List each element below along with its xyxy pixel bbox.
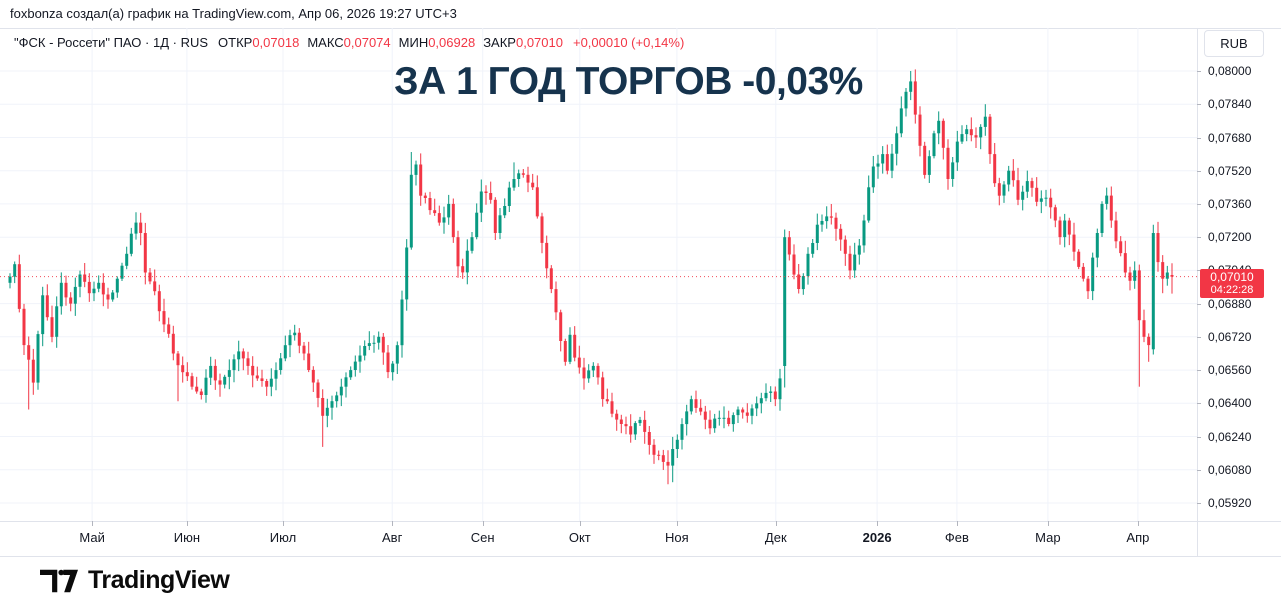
low-label: МИН [398,35,429,50]
time-tick-mark [1047,521,1049,526]
price-tick-label: 0,06880 [1208,296,1252,311]
price-tick-mark [1197,137,1201,139]
time-axis-label: Май [79,530,105,545]
time-tick-mark [877,521,879,526]
price-tick-label: 0,07360 [1208,196,1252,211]
time-axis-divider [0,521,1281,522]
time-tick-mark [579,521,581,526]
chart-legend[interactable]: "ФСК - Россети" ПАО · 1Д · RUS ОТКР0,070… [14,35,684,50]
time-axis-label: Сен [470,530,495,545]
price-tick-label: 0,06720 [1208,329,1252,344]
price-tick-label: 0,07840 [1208,97,1252,112]
tradingview-logo-text: TradingView [88,566,230,594]
open-label: ОТКР [218,35,253,50]
tradingview-logo[interactable]: TradingView [40,566,230,595]
price-tick-mark [1197,469,1201,471]
price-tick-mark [1197,104,1201,106]
price-tick-label: 0,07200 [1208,230,1252,245]
price-tick-mark [1197,203,1201,205]
open-value: 0,07018 [252,35,300,50]
time-tick-mark [775,521,777,526]
time-tick-mark [392,521,394,526]
price-tick-label: 0,06400 [1208,396,1252,411]
last-price-value: 0,07010 [1210,269,1254,284]
price-tick-mark [1197,237,1201,239]
close-label: ЗАКР [483,35,516,50]
time-tick-mark [92,521,94,526]
top-divider [0,28,1281,29]
time-axis-label: Ноя [665,530,689,545]
time-tick-mark [956,521,958,526]
last-price-badge: 0,07010 04:22:28 [1200,268,1264,298]
time-axis-label: Фев [944,530,969,545]
price-tick-label: 0,06240 [1208,429,1252,444]
price-axis[interactable]: RUB 0,07010 04:22:28 0,08000 0,07840 0,076… [1197,28,1281,556]
price-tick-label: 0,06080 [1208,462,1252,477]
price-axis-divider [1197,28,1198,556]
price-tick-mark [1197,270,1201,272]
price-tick-label: 0,07520 [1208,163,1252,178]
price-tick-mark [1197,336,1201,338]
price-tick-mark [1197,71,1201,72]
change-value: +0,00010 (+0,14%) [572,35,685,50]
time-tick-mark [283,521,284,526]
tradingview-logo-icon [40,569,78,592]
time-tick-mark [1137,521,1139,526]
candlestick-plot[interactable] [0,28,1197,521]
low-value: 0,06928 [428,35,476,50]
price-tick-label: 0,08000 [1208,64,1252,78]
bottom-divider [0,556,1281,557]
attribution-text: foxbonza создал(а) график на TradingView… [10,6,457,21]
time-tick-mark [676,521,678,526]
price-tick-label: 0,07680 [1208,130,1252,145]
time-tick-mark [186,521,188,526]
price-tick-mark [1197,303,1201,305]
price-tick-mark [1197,436,1201,438]
high-label: МАКС [307,35,344,50]
time-axis-label: Июл [269,530,297,545]
price-tick-label: 0,06560 [1208,363,1252,378]
symbol-title[interactable]: "ФСК - Россети" ПАО · 1Д · RUS [14,35,209,50]
time-axis-label: Дек [764,530,787,545]
price-tick-mark [1197,503,1201,504]
price-tick-label: 0,05920 [1208,496,1252,510]
time-axis-label: Авг [382,530,403,545]
price-tick-mark [1197,170,1201,172]
time-axis-label: Апр [1126,530,1150,545]
currency-button[interactable]: RUB [1204,30,1264,57]
high-value: 0,07074 [343,35,391,50]
time-axis-label: Окт [568,530,591,545]
time-tick-mark [482,521,484,526]
time-axis-label: 2026 [862,530,892,545]
time-axis-label: Мар [1035,530,1061,545]
price-tick-mark [1197,403,1201,405]
bar-countdown: 04:22:28 [1210,283,1254,296]
time-axis-label: Июн [173,530,201,545]
price-tick-mark [1197,370,1201,372]
time-axis[interactable]: Май Июн Июл Авг Сен Окт Ноя Дек 2026 Фев Мар Апр [0,521,1197,556]
close-value: 0,07010 [515,35,563,50]
